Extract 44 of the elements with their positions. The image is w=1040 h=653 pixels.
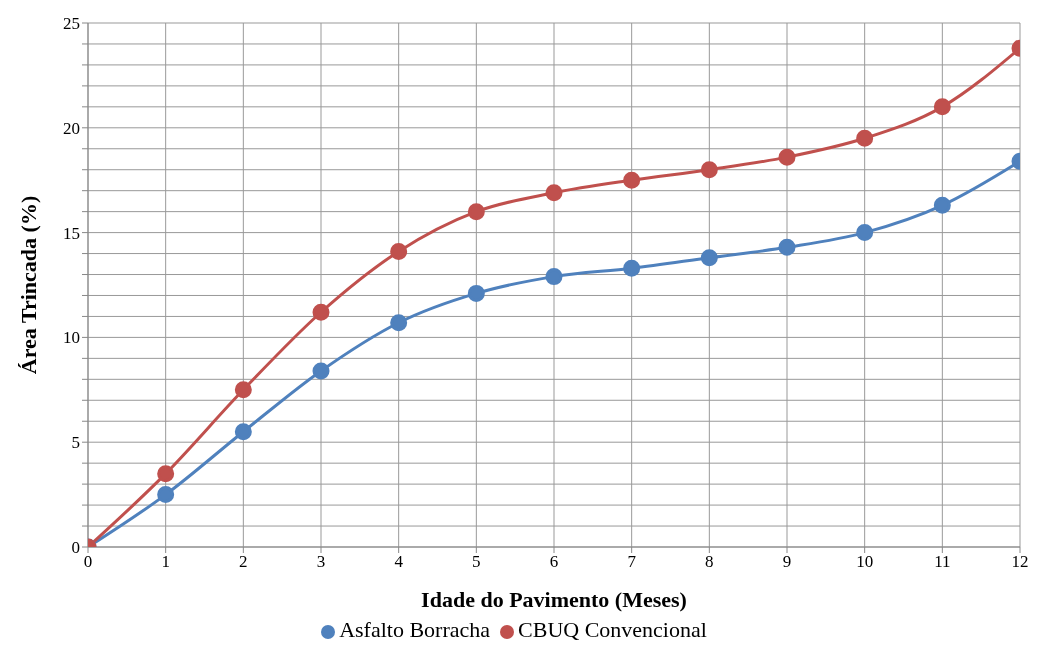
point xyxy=(312,303,330,321)
point xyxy=(856,224,874,242)
point xyxy=(778,238,796,256)
x-axis-title: Idade do Pavimento (Meses) xyxy=(421,587,687,612)
point xyxy=(234,381,252,399)
point xyxy=(700,161,718,179)
y-tick-label: 10 xyxy=(63,328,80,348)
x-tick-label: 5 xyxy=(472,552,481,572)
x-tick-label: 7 xyxy=(627,552,637,572)
point xyxy=(390,314,408,332)
point xyxy=(467,284,485,302)
point xyxy=(933,196,951,214)
point xyxy=(234,423,252,441)
x-tick-label: 2 xyxy=(239,552,248,572)
point xyxy=(933,98,951,116)
point xyxy=(545,268,563,286)
x-tick-label: 11 xyxy=(934,552,951,572)
point xyxy=(157,465,175,483)
y-tick-label: 5 xyxy=(71,433,80,453)
x-tick-label: 3 xyxy=(316,552,326,572)
point xyxy=(856,129,874,147)
y-axis-title: Área Trincada (%) xyxy=(15,195,41,375)
x-tick-label: 9 xyxy=(782,552,792,572)
x-tick-label: 4 xyxy=(394,552,404,572)
point xyxy=(467,203,485,221)
point xyxy=(545,184,563,202)
x-tick-label: 1 xyxy=(161,552,170,572)
y-tick-label: 25 xyxy=(63,14,80,34)
y-tick-label: 20 xyxy=(63,118,80,138)
point xyxy=(312,362,330,380)
point xyxy=(778,148,796,166)
x-tick-label: 8 xyxy=(705,552,714,572)
point xyxy=(623,259,641,277)
point xyxy=(157,486,175,504)
x-tick-label: 6 xyxy=(549,552,559,572)
y-tick-label: 0 xyxy=(71,538,80,558)
point xyxy=(623,171,641,189)
x-tick-label: 12 xyxy=(1011,552,1029,572)
y-tick-label: 15 xyxy=(63,223,80,243)
point xyxy=(700,249,718,267)
x-tick-label: 10 xyxy=(856,552,874,572)
point xyxy=(390,242,408,260)
legend-label: Asfalto Borracha xyxy=(339,617,491,642)
legend-label: CBUQ Convencional xyxy=(518,617,707,642)
